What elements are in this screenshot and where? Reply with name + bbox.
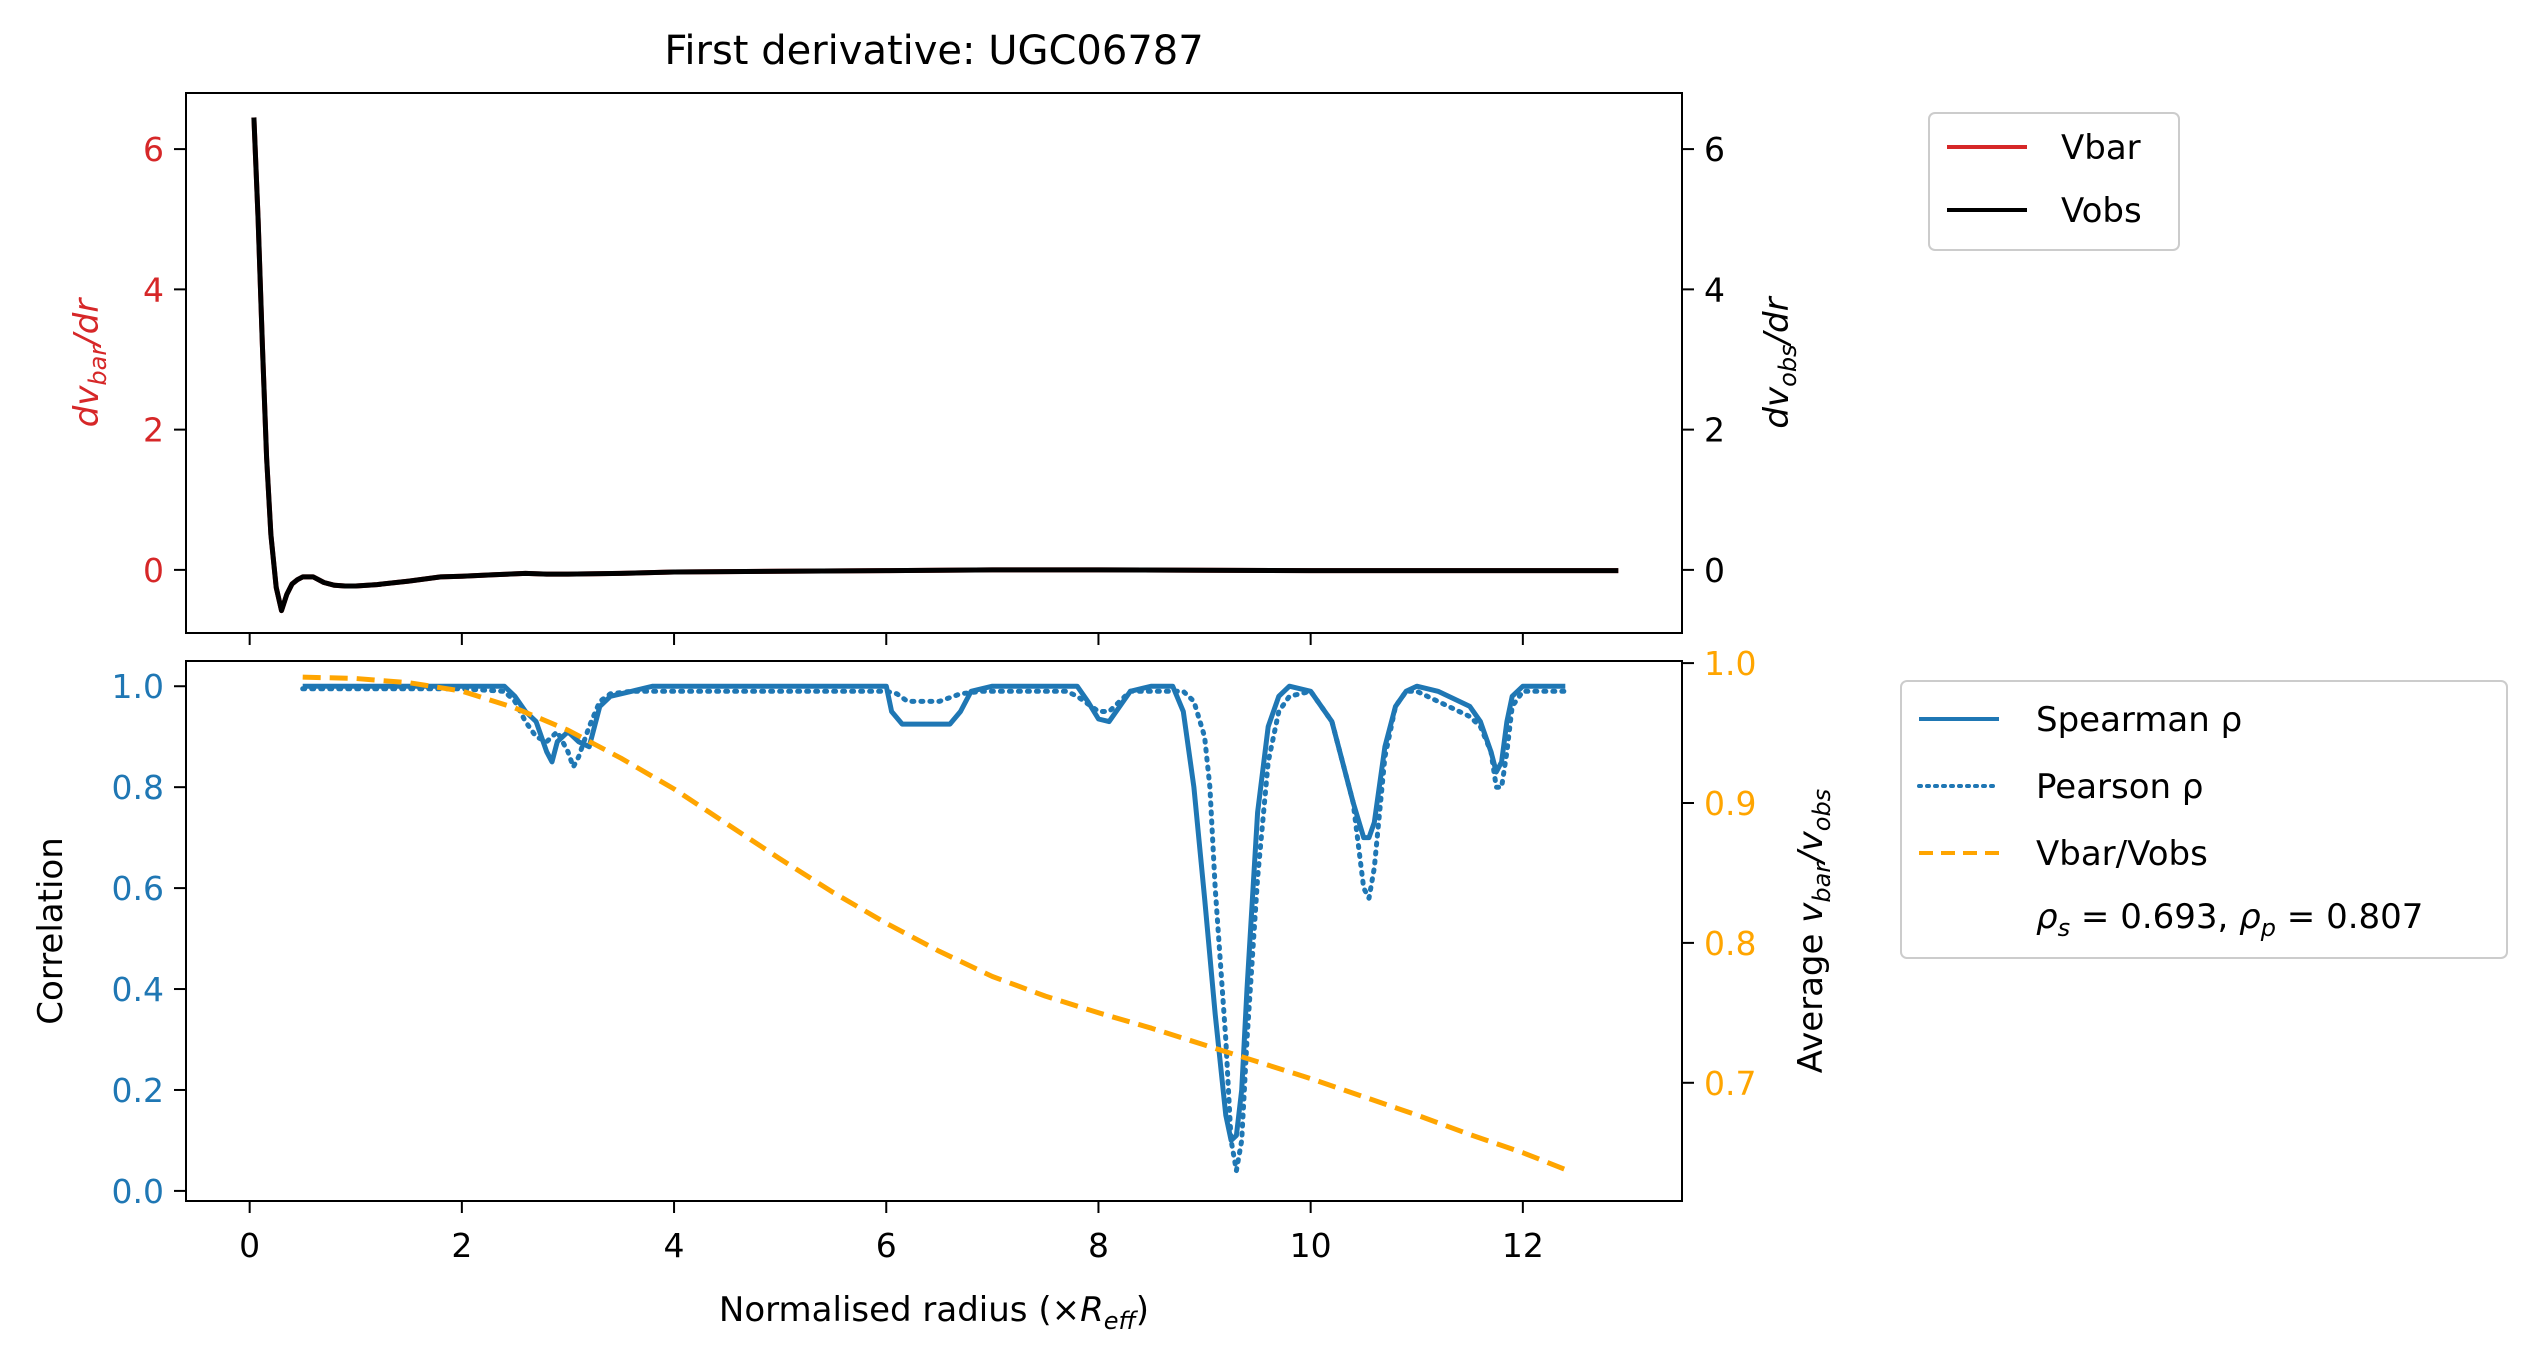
- legend-label-spearman: Spearman ρ: [2036, 700, 2242, 740]
- right-y-tick-label: 0: [1704, 551, 1725, 590]
- correlation-left-y-label: Correlation: [31, 837, 71, 1024]
- left-y-tick-label: 0: [143, 551, 164, 590]
- legend-correlation-annotation: ρs = 0.693, ρp = 0.807: [2036, 897, 2423, 942]
- series-line-vbar-vobs: [302, 674, 1567, 1172]
- correlation-right-y-ticks: 0.7 0.8 0.9 1.0: [1682, 644, 1756, 1103]
- derivative-right-y-ticks: 0 2 4 6: [1682, 130, 1725, 590]
- correlation-panel: 0.0 0.2 0.4 0.6 0.8 1.0 0.7 0.8 0.9 1.0 0 2 4 6 8 10 1…: [31, 644, 1836, 1335]
- correlation-x-ticks: 0 2 4 6 8 10 12: [239, 1201, 1544, 1265]
- derivative-legend: Vbar Vobs: [1928, 112, 2180, 251]
- left-y-tick-label: 0.6: [112, 869, 164, 908]
- derivative-left-y-label: dvbar/dr: [67, 297, 112, 428]
- correlation-x-label: Normalised radius (×Reff): [719, 1290, 1149, 1335]
- series-line-vobs: [251, 117, 1619, 614]
- left-y-tick-label: 6: [143, 130, 164, 169]
- right-y-tick-label: 1.0: [1704, 644, 1756, 683]
- right-y-tick-label: 4: [1704, 270, 1725, 309]
- left-y-tick-label: 1.0: [112, 667, 164, 706]
- right-y-tick-label: 0.9: [1704, 784, 1756, 823]
- correlation-left-y-ticks: 0.0 0.2 0.4 0.6 0.8 1.0: [112, 667, 186, 1211]
- x-tick-label: 8: [1088, 1226, 1109, 1265]
- derivative-panel: 0 2 4 6 0 2 4 6 dvbar/dr dvobs/dr: [67, 92, 1802, 645]
- correlation-right-y-label: Average vbar/vobs: [1791, 789, 1836, 1073]
- x-tick-label: 6: [876, 1226, 897, 1265]
- right-y-tick-label: 6: [1704, 130, 1725, 169]
- right-y-tick-label: 2: [1704, 411, 1725, 450]
- left-y-tick-label: 0.0: [112, 1172, 164, 1211]
- right-y-tick-label: 0.7: [1704, 1064, 1756, 1103]
- derivative-series-lines: [251, 117, 1619, 614]
- x-tick-label: 12: [1502, 1226, 1544, 1265]
- legend-label-vbar: Vbar: [2061, 128, 2141, 168]
- correlation-series-lines: [300, 674, 1568, 1174]
- correlation-legend-box: [1900, 680, 2508, 959]
- correlation-plot-frame: [185, 660, 1683, 1202]
- left-y-tick-label: 0.4: [112, 970, 164, 1009]
- derivative-left-y-ticks: 0 2 4 6: [143, 130, 186, 590]
- derivative-right-y-label: dvobs/dr: [1757, 295, 1802, 428]
- series-line-vbar: [251, 117, 1619, 614]
- left-y-tick-label: 4: [143, 270, 164, 309]
- x-tick-label: 0: [239, 1226, 260, 1265]
- legend-label-vobs: Vobs: [2061, 191, 2142, 231]
- correlation-legend: Spearman ρ Pearson ρ Vbar/Vobs ρs = 0.69…: [1900, 680, 2508, 959]
- derivative-plot-frame: [185, 92, 1683, 634]
- series-line-spearman: [302, 683, 1566, 1143]
- series-line-pearson: [300, 686, 1568, 1174]
- legend-label-pearson: Pearson ρ: [2036, 767, 2203, 807]
- right-y-tick-label: 0.8: [1704, 924, 1756, 963]
- left-y-tick-label: 0.2: [112, 1071, 164, 1110]
- left-y-tick-label: 0.8: [112, 768, 164, 807]
- left-y-tick-label: 2: [143, 411, 164, 450]
- legend-label-ratio: Vbar/Vobs: [2036, 834, 2208, 874]
- derivative-x-ticks: [248, 633, 1524, 645]
- chart-title: First derivative: UGC06787: [664, 28, 1203, 74]
- x-tick-label: 2: [451, 1226, 472, 1265]
- x-tick-label: 10: [1290, 1226, 1332, 1265]
- x-tick-label: 4: [664, 1226, 685, 1265]
